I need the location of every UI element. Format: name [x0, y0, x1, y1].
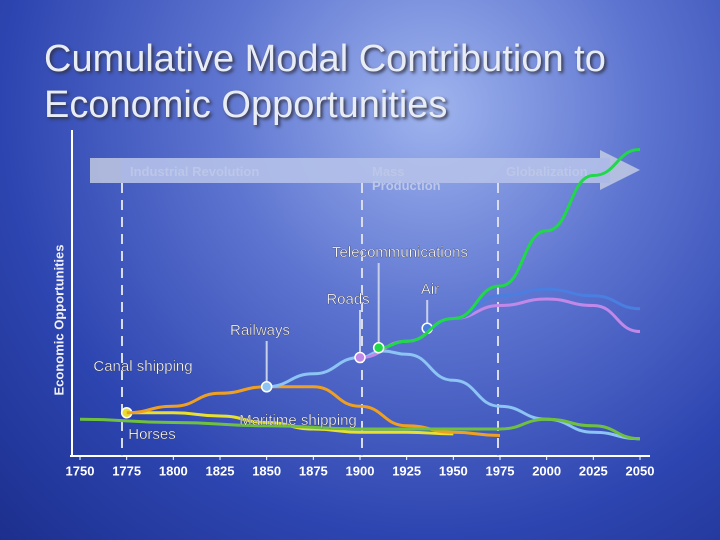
point-marker: [260, 381, 273, 393]
phase-box: [498, 158, 610, 183]
series-line: [266, 349, 641, 441]
x-tick-label: 1850: [252, 463, 281, 478]
y-axis-label: Economic Opportunities: [51, 245, 66, 396]
x-tick-label: 1950: [439, 463, 468, 478]
series-label: Railways: [230, 322, 290, 339]
phase-label: Industrial Revolution: [130, 164, 260, 179]
series-line: [359, 297, 641, 359]
slide-title: Cumulative Modal Contribution to Economi…: [44, 38, 606, 126]
point-marker: [372, 342, 385, 354]
x-tick-label: 2000: [532, 463, 561, 478]
phase-box: [362, 158, 498, 183]
phase-label: Mass Production: [372, 164, 441, 193]
x-tick-label: 1775: [112, 463, 141, 478]
x-tick-label: 1875: [299, 463, 328, 478]
x-tick-label: 1925: [392, 463, 421, 478]
series-label: Roads: [326, 291, 369, 308]
series-line: [79, 417, 641, 441]
x-tick-label: 1900: [346, 463, 375, 478]
point-marker: [354, 351, 366, 364]
x-tick-label: 1825: [206, 463, 235, 478]
series-line: [126, 385, 501, 437]
series-line: [378, 148, 641, 350]
series-label: Maritime shipping: [239, 412, 357, 429]
x-tick-label: 1975: [486, 463, 515, 478]
series-label: Air: [421, 281, 439, 298]
x-tick-label: 2025: [579, 463, 608, 478]
phase-label: Globalization: [506, 164, 588, 179]
series-label: Canal shipping: [93, 358, 192, 375]
series-label: Telecommunications: [332, 244, 468, 261]
series-label: Horses: [128, 426, 176, 443]
phase-box: [122, 158, 362, 183]
x-tick-label: 2050: [626, 463, 655, 478]
x-tick-label: 1800: [159, 463, 188, 478]
x-tick-label: 1750: [66, 463, 95, 478]
